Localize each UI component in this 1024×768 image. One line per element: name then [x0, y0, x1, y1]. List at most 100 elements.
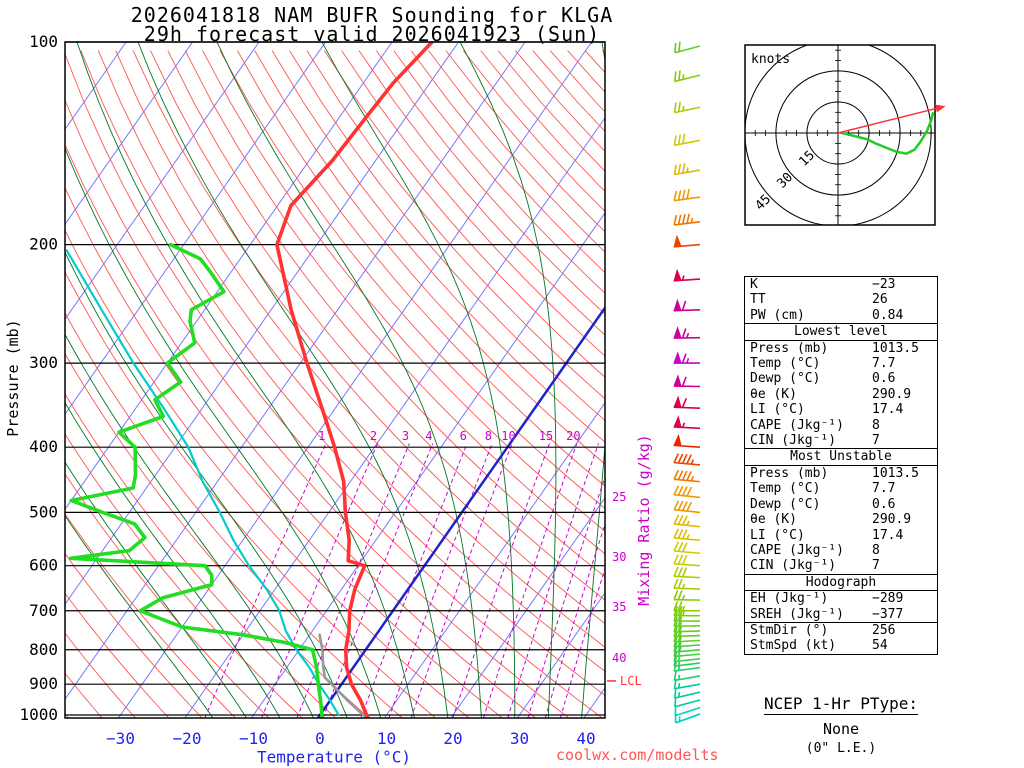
wind-barb — [673, 469, 701, 483]
wind-barb — [673, 453, 701, 466]
index-value: 8 — [872, 542, 880, 558]
wind-barb — [673, 554, 701, 567]
wind-barb — [673, 578, 701, 590]
wind-barb — [673, 268, 701, 282]
mixing-ratio-label: 4 — [425, 429, 432, 443]
storm-motion-arrowhead — [934, 104, 946, 113]
index-value: 7 — [872, 433, 880, 449]
temperature-trace — [275, 42, 434, 718]
plot-border — [64, 41, 606, 719]
index-row: CAPE (Jkg⁻¹) 8 — [745, 543, 937, 558]
index-row: Dewp (°C) 0.6 — [745, 371, 937, 386]
wind-barb — [673, 621, 701, 633]
index-label: LI (°C) — [750, 402, 805, 418]
hodograph-units-label: knots — [751, 52, 790, 67]
index-row: StmSpd (kt) 54 — [745, 638, 937, 653]
index-label: PW (cm) — [750, 307, 805, 323]
dry-adiabat-line — [65, 52, 604, 718]
dry-adiabat-line — [65, 632, 137, 718]
index-row: CIN (Jkg⁻¹) 7 — [745, 558, 937, 573]
mixing-ratio-label: 35 — [612, 600, 626, 614]
dry-adiabat-line — [65, 513, 237, 718]
dry-adiabat-line — [65, 433, 303, 718]
index-label: StmSpd (kt) — [750, 638, 837, 654]
isotherm-line — [184, 116, 605, 718]
wind-barb — [673, 374, 701, 388]
pressure-tick-label: 600 — [29, 556, 58, 575]
hodograph-ring — [775, 70, 901, 196]
mixing-ratio-label: 30 — [612, 550, 626, 564]
moist-adiabat-line — [65, 333, 315, 718]
index-section: K −23 TT 26 PW (cm) 0.84 — [745, 277, 937, 323]
moist-adiabat-line — [65, 251, 348, 718]
index-label: CIN (Jkg⁻¹) — [750, 433, 837, 449]
dry-adiabat-line — [237, 50, 605, 487]
index-row: θe (K) 290.9 — [745, 387, 937, 402]
dry-adiabat-line — [132, 50, 605, 625]
skewt-background — [65, 42, 1024, 718]
watermark: coolwx.com/modelts — [556, 746, 719, 764]
page-title: 2026041818 NAM BUFR Sounding for KLGA — [130, 3, 614, 27]
index-label: SREH (Jkg⁻¹) — [750, 606, 844, 622]
dry-adiabat-line — [80, 50, 605, 696]
indices-table: K −23 TT 26 PW (cm) 0.84 Lowest level Press (mb… — [744, 276, 938, 655]
ptype-note: (0" L.E.) — [805, 741, 877, 756]
wind-barb — [673, 326, 701, 339]
sounding-traces — [65, 42, 434, 718]
temperature-tick-label: −10 — [239, 729, 268, 748]
mixing-ratio-line — [296, 443, 410, 718]
index-row: Press (mb) 1013.5 — [745, 466, 937, 481]
mixing-ratio-line — [507, 443, 599, 718]
index-label: Temp (°C) — [750, 481, 821, 497]
mixing-ratio-label: 8 — [485, 429, 492, 443]
index-label: CIN (Jkg⁻¹) — [750, 558, 837, 574]
dry-adiabat-line — [323, 50, 605, 378]
isotherm-line — [983, 42, 1024, 718]
hodograph-ring — [806, 101, 870, 165]
wind-barb — [673, 213, 701, 226]
temperature-tick-label: 40 — [576, 729, 595, 748]
pressure-tick-label: 700 — [29, 601, 58, 620]
temperature-tick-label: −20 — [173, 729, 202, 748]
index-row-group: K −23 TT 26 PW (cm) 0.84 — [745, 277, 937, 323]
wind-barb — [673, 566, 701, 579]
index-row: Press (mb) 1013.5 — [745, 341, 937, 356]
index-row: EH (Jkg⁻¹) −289 — [745, 591, 937, 606]
dry-adiabat-line — [150, 50, 605, 601]
dry-adiabat-line — [254, 50, 605, 465]
index-row: Temp (°C) 7.7 — [745, 356, 937, 371]
dry-adiabat-line — [115, 50, 605, 648]
index-label: Temp (°C) — [750, 356, 821, 372]
wind-barb — [673, 133, 701, 147]
index-section: Most Unstable Press (mb) 1013.5 Temp (°C) 7.… — [745, 448, 937, 573]
dry-adiabat-line — [65, 271, 437, 718]
moist-adiabat-line — [459, 42, 557, 718]
index-label: CAPE (Jkg⁻¹) — [750, 417, 844, 433]
index-value: 0.6 — [872, 371, 896, 387]
parcel-trace — [318, 633, 370, 718]
dry-adiabat-line — [97, 50, 605, 672]
lcl-marker: LCL — [607, 674, 642, 688]
moist-adiabat-line — [76, 42, 415, 718]
index-label: LI (°C) — [750, 527, 805, 543]
ptype-title: NCEP 1-Hr PType: — [763, 694, 919, 715]
index-label: Dewp (°C) — [750, 496, 821, 512]
dry-adiabat-line — [65, 672, 103, 718]
index-label: StmDir (°) — [750, 622, 829, 638]
mixing-ratio-line — [261, 443, 379, 718]
pressure-tick-label: 900 — [29, 674, 58, 693]
dry-adiabat-line — [65, 312, 403, 718]
mixing-ratio-label: 2 — [370, 429, 377, 443]
index-section: Lowest level Press (mb) 1013.5 Temp (°C) 7.7… — [745, 323, 937, 448]
isotherm-line — [383, 401, 605, 718]
wind-barb — [673, 298, 701, 312]
isotherm-line — [65, 42, 260, 321]
index-row-group: EH (Jkg⁻¹) −289 SREH (Jkg⁻¹) −377 — [745, 591, 937, 622]
dry-adiabat-line — [65, 352, 370, 718]
wind-barb — [673, 70, 701, 83]
index-row: K −23 — [745, 277, 937, 292]
moist-adiabat-line — [581, 42, 605, 718]
index-label: CAPE (Jkg⁻¹) — [750, 542, 844, 558]
